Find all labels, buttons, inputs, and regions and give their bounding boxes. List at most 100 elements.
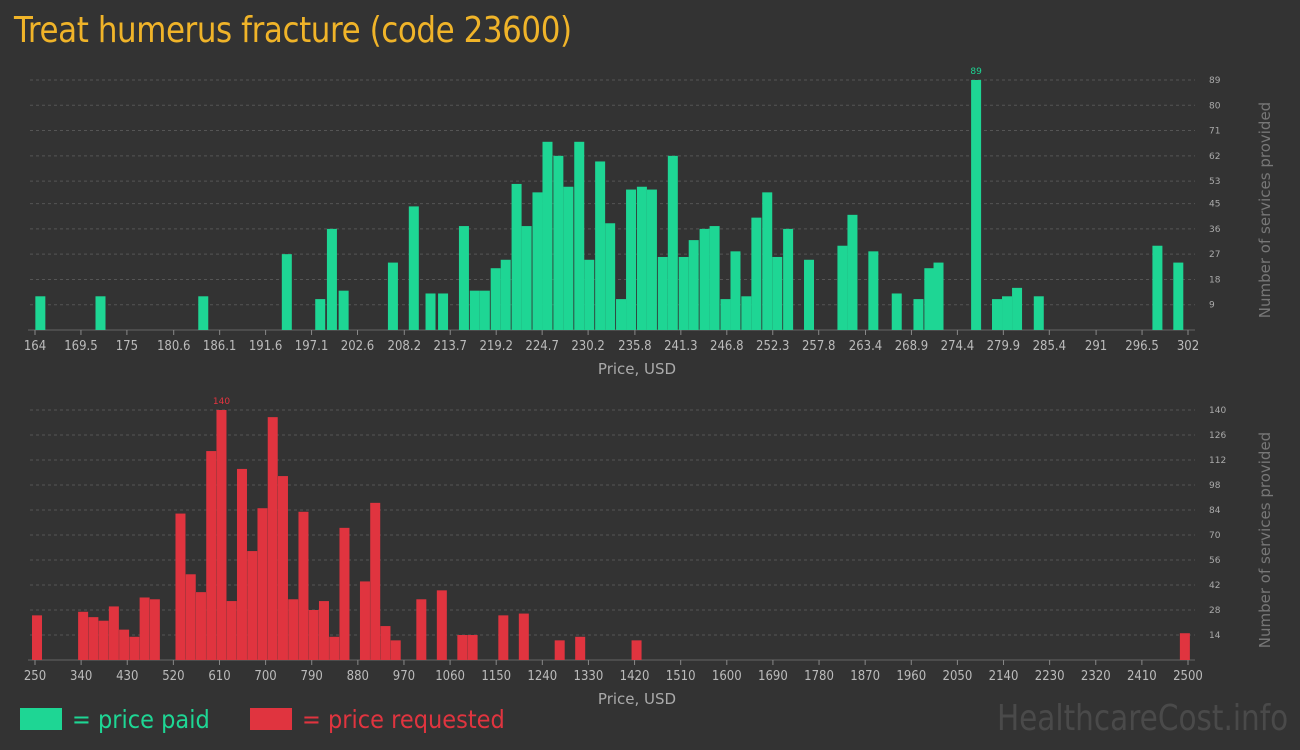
paid-bar xyxy=(1012,287,1023,330)
paid-bar xyxy=(730,251,741,330)
price-requested-chart: 14 28 42 56 70 84 98 112 126 140 140 250 340 430 520 61… xyxy=(24,397,1274,708)
paid-x-tick-label: 213.7 xyxy=(434,339,467,354)
paid-x-tick-label: 274.4 xyxy=(941,339,974,354)
paid-bar xyxy=(595,161,606,330)
paid-bar xyxy=(198,296,209,330)
page-title: Treat humerus fracture (code 23600) xyxy=(14,10,572,51)
requested-x-tick-label: 2140 xyxy=(989,669,1019,684)
paid-bar xyxy=(783,228,794,330)
paid-x-tick-label: 285.4 xyxy=(1033,339,1066,354)
requested-bar xyxy=(32,615,42,660)
requested-bar xyxy=(554,640,565,660)
requested-bar xyxy=(390,640,401,660)
paid-bar xyxy=(563,186,574,330)
paid-bar xyxy=(315,299,326,330)
requested-bar xyxy=(98,620,109,660)
paid-bar xyxy=(574,141,585,330)
requested-bar xyxy=(631,640,642,660)
paid-bar xyxy=(913,299,924,330)
requested-bar xyxy=(185,574,196,660)
requested-x-tick-label: 1240 xyxy=(527,669,557,684)
requested-bar xyxy=(318,601,329,660)
requested-y-tick-label: 28 xyxy=(1209,606,1221,616)
brand-watermark: HealthcareCost.info xyxy=(996,698,1288,739)
paid-bar xyxy=(584,259,595,330)
requested-bar xyxy=(416,599,427,660)
paid-x-tick-label: 230.2 xyxy=(571,339,604,354)
requested-x-tick-label: 880 xyxy=(347,669,369,684)
paid-max-label: 89 xyxy=(970,67,982,77)
requested-x-tick-label: 970 xyxy=(393,669,415,684)
paid-bar xyxy=(605,223,616,330)
paid-bar xyxy=(720,299,731,330)
paid-bar xyxy=(95,296,106,330)
requested-bar xyxy=(129,636,140,660)
paid-bar xyxy=(1152,245,1163,330)
requested-x-tick-label: 520 xyxy=(162,669,184,684)
requested-x-tick-label: 1150 xyxy=(481,669,511,684)
price-paid-chart: 9 18 27 36 45 53 62 71 80 89 89 164 169.5 175 180.6 186… xyxy=(24,67,1274,378)
paid-x-tick-label: 291 xyxy=(1085,339,1107,354)
paid-bar xyxy=(35,296,46,330)
requested-x-tick-label: 2410 xyxy=(1127,669,1157,684)
requested-x-tick-label: 1690 xyxy=(758,669,788,684)
paid-bar xyxy=(709,226,720,330)
requested-bar xyxy=(329,636,340,660)
paid-y-tick-label: 36 xyxy=(1209,225,1221,235)
paid-bar xyxy=(804,259,815,330)
requested-y-tick-label: 84 xyxy=(1209,506,1221,516)
requested-bar xyxy=(436,590,447,660)
legend-label-requested: = price requested xyxy=(302,704,505,734)
requested-x-tick-label: 1960 xyxy=(896,669,926,684)
requested-bar xyxy=(298,511,309,660)
paid-y-tick-label: 53 xyxy=(1209,177,1220,187)
paid-x-tick-label: 219.2 xyxy=(479,339,512,354)
paid-x-tick-label: 175 xyxy=(116,339,138,354)
paid-x-tick-label: 164 xyxy=(24,339,46,354)
paid-bar xyxy=(387,262,398,330)
requested-bar xyxy=(247,551,258,660)
paid-bar xyxy=(991,299,1002,330)
paid-bar xyxy=(458,226,469,330)
paid-bar xyxy=(1173,262,1184,330)
paid-bar xyxy=(933,262,944,330)
requested-y-tick-label: 98 xyxy=(1209,481,1221,491)
requested-bar xyxy=(518,613,529,660)
paid-x-tick-label: 279.9 xyxy=(987,339,1020,354)
paid-y-tick-label: 80 xyxy=(1209,101,1221,111)
requested-bar xyxy=(88,617,99,660)
requested-bar xyxy=(267,417,278,660)
requested-x-tick-label: 1060 xyxy=(435,669,465,684)
paid-bar xyxy=(868,251,879,330)
requested-x-tick-label: 1420 xyxy=(620,669,650,684)
paid-bar xyxy=(699,228,710,330)
paid-bar xyxy=(678,256,689,330)
requested-bar xyxy=(139,597,150,660)
requested-x-axis-title: Price, USD xyxy=(598,690,676,708)
legend-price-paid: = price paid xyxy=(20,704,225,734)
paid-bar xyxy=(542,141,553,330)
paid-bar xyxy=(469,290,480,330)
paid-bar xyxy=(636,186,647,330)
requested-bar xyxy=(359,581,370,660)
requested-x-tick-label: 1330 xyxy=(574,669,604,684)
paid-x-tick-label: 263.4 xyxy=(849,339,882,354)
requested-x-tick-label: 790 xyxy=(301,669,323,684)
paid-x-tick-label: 252.3 xyxy=(756,339,789,354)
paid-bar xyxy=(425,293,436,330)
paid-bar xyxy=(1033,296,1044,330)
paid-bar xyxy=(667,155,678,330)
requested-bar xyxy=(216,410,227,660)
paid-bar xyxy=(521,226,532,330)
legend-swatch-paid xyxy=(20,708,62,730)
paid-bar xyxy=(837,245,848,330)
requested-x-tick-label: 430 xyxy=(116,669,138,684)
requested-x-tick-label: 250 xyxy=(24,669,46,684)
requested-bar xyxy=(226,601,237,660)
requested-bar xyxy=(288,599,299,660)
paid-bar xyxy=(438,293,449,330)
requested-x-tick-label: 610 xyxy=(208,669,230,684)
requested-bar xyxy=(195,592,206,660)
paid-bar xyxy=(1002,296,1013,330)
paid-bar xyxy=(688,240,699,330)
